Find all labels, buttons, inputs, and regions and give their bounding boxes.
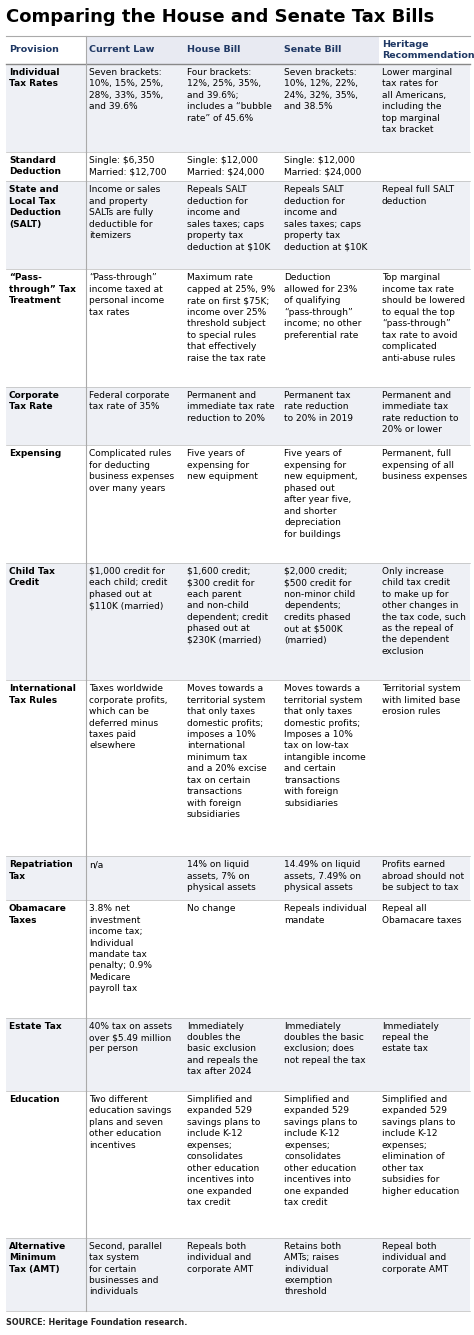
Text: No change: No change — [187, 904, 235, 913]
Text: Repeals SALT
deduction for
income and
sales taxes; caps
property tax
deduction a: Repeals SALT deduction for income and sa… — [187, 186, 270, 251]
Text: Territorial system
with limited base
erosion rules: Territorial system with limited base ero… — [382, 684, 460, 716]
Text: Retains both
AMTs; raises
individual
exemption
threshold: Retains both AMTs; raises individual exe… — [284, 1242, 341, 1296]
Text: Immediately
doubles the
basic exclusion
and repeals the
tax after 2024: Immediately doubles the basic exclusion … — [187, 1021, 258, 1076]
Bar — [6, 64, 470, 152]
Text: Second, parallel
tax system
for certain
businesses and
individuals: Second, parallel tax system for certain … — [89, 1242, 162, 1296]
Text: Education: Education — [9, 1095, 60, 1104]
Bar — [86, 36, 184, 64]
Text: Repeals both
individual and
corporate AMT: Repeals both individual and corporate AM… — [187, 1242, 253, 1274]
Bar — [6, 563, 470, 680]
Text: Moves towards a
territorial system
that only taxes
domestic profits;
imposes a 1: Moves towards a territorial system that … — [187, 684, 266, 820]
Text: State and
Local Tax
Deduction
(SALT): State and Local Tax Deduction (SALT) — [9, 186, 61, 228]
Text: Immediately
repeal the
estate tax: Immediately repeal the estate tax — [382, 1021, 439, 1053]
Text: SOURCE: Heritage Foundation research.: SOURCE: Heritage Foundation research. — [6, 1318, 187, 1327]
Text: $2,000 credit;
$500 credit for
non-minor child
dependents;
credits phased
out at: $2,000 credit; $500 credit for non-minor… — [284, 567, 356, 645]
Text: Single: $12,000
Married: $24,000: Single: $12,000 Married: $24,000 — [284, 156, 362, 176]
Bar — [6, 1091, 470, 1238]
Text: Deduction
allowed for 23%
of qualifying
“pass-through”
income; no other
preferen: Deduction allowed for 23% of qualifying … — [284, 274, 362, 339]
Text: Alternative
Minimum
Tax (AMT): Alternative Minimum Tax (AMT) — [9, 1242, 66, 1274]
Text: Five years of
expensing for
new equipment,
phased out
after year five,
and short: Five years of expensing for new equipmen… — [284, 450, 358, 538]
Text: Permanent, full
expensing of all
business expenses: Permanent, full expensing of all busines… — [382, 450, 467, 482]
Text: Individual
Tax Rates: Individual Tax Rates — [9, 68, 60, 88]
Text: 40% tax on assets
over $5.49 million
per person: 40% tax on assets over $5.49 million per… — [89, 1021, 172, 1053]
Text: Permanent and
immediate tax rate
reduction to 20%: Permanent and immediate tax rate reducti… — [187, 391, 274, 423]
Text: Moves towards a
territorial system
that only taxes
domestic profits;
Imposes a 1: Moves towards a territorial system that … — [284, 684, 366, 808]
Text: Expensing: Expensing — [9, 450, 61, 458]
Bar — [6, 182, 470, 270]
Text: Simplified and
expanded 529
savings plans to
include K-12
expenses;
consolidates: Simplified and expanded 529 savings plan… — [284, 1095, 358, 1207]
Bar — [184, 36, 281, 64]
Bar — [281, 36, 379, 64]
Text: Four brackets:
12%, 25%, 35%,
and 39.6%;
includes a “bubble
rate” of 45.6%: Four brackets: 12%, 25%, 35%, and 39.6%;… — [187, 68, 272, 123]
Text: Repatriation
Tax: Repatriation Tax — [9, 860, 73, 881]
Text: International
Tax Rules: International Tax Rules — [9, 684, 76, 705]
Text: Single: $6,350
Married: $12,700: Single: $6,350 Married: $12,700 — [89, 156, 167, 176]
Text: Obamacare
Taxes: Obamacare Taxes — [9, 904, 67, 925]
Text: Repeal all
Obamacare taxes: Repeal all Obamacare taxes — [382, 904, 461, 925]
Text: Seven brackets:
10%, 12%, 22%,
24%, 32%, 35%,
and 38.5%: Seven brackets: 10%, 12%, 22%, 24%, 32%,… — [284, 68, 358, 111]
Text: Top marginal
income tax rate
should be lowered
to equal the top
“pass-through”
t: Top marginal income tax rate should be l… — [382, 274, 465, 363]
Bar — [6, 900, 470, 1017]
Text: Seven brackets:
10%, 15%, 25%,
28%, 33%, 35%,
and 39.6%: Seven brackets: 10%, 15%, 25%, 28%, 33%,… — [89, 68, 164, 111]
Text: 14% on liquid
assets, 7% on
physical assets: 14% on liquid assets, 7% on physical ass… — [187, 860, 255, 892]
Bar — [6, 680, 470, 856]
Text: Repeal full SALT
deduction: Repeal full SALT deduction — [382, 186, 454, 206]
Text: Federal corporate
tax rate of 35%: Federal corporate tax rate of 35% — [89, 391, 170, 411]
Text: Only increase
child tax credit
to make up for
other changes in
the tax code, suc: Only increase child tax credit to make u… — [382, 567, 466, 655]
Text: House Bill: House Bill — [187, 45, 240, 55]
Text: Profits earned
abroad should not
be subject to tax: Profits earned abroad should not be subj… — [382, 860, 464, 892]
Text: Comparing the House and Senate Tax Bills: Comparing the House and Senate Tax Bills — [6, 8, 434, 25]
Bar — [6, 270, 470, 387]
Text: “Pass-
through” Tax
Treatment: “Pass- through” Tax Treatment — [9, 274, 76, 306]
Text: Estate Tax: Estate Tax — [9, 1021, 62, 1031]
Text: Repeals SALT
deduction for
income and
sales taxes; caps
property tax
deduction a: Repeals SALT deduction for income and sa… — [284, 186, 368, 251]
Bar — [6, 1238, 470, 1311]
Text: Provision: Provision — [9, 45, 59, 55]
Text: Child Tax
Credit: Child Tax Credit — [9, 567, 55, 587]
Text: 3.8% net
investment
income tax;
Individual
mandate tax
penalty; 0.9%
Medicare
pa: 3.8% net investment income tax; Individu… — [89, 904, 152, 993]
Text: Repeals individual
mandate: Repeals individual mandate — [284, 904, 367, 925]
Text: $1,000 credit for
each child; credit
phased out at
$110K (married): $1,000 credit for each child; credit pha… — [89, 567, 168, 610]
Text: n/a: n/a — [89, 860, 103, 869]
Text: Income or sales
and property
SALTs are fully
deductible for
itemizers: Income or sales and property SALTs are f… — [89, 186, 161, 240]
Bar — [6, 152, 470, 182]
Text: Complicated rules
for deducting
business expenses
over many years: Complicated rules for deducting business… — [89, 450, 174, 493]
Text: Maximum rate
capped at 25%, 9%
rate on first $75K;
income over 25%
threshold sub: Maximum rate capped at 25%, 9% rate on f… — [187, 274, 275, 363]
Bar — [6, 446, 470, 563]
Text: Single: $12,000
Married: $24,000: Single: $12,000 Married: $24,000 — [187, 156, 264, 176]
Text: Simplified and
expanded 529
savings plans to
include K-12
expenses;
consolidates: Simplified and expanded 529 savings plan… — [187, 1095, 260, 1207]
Bar — [6, 1017, 470, 1091]
Text: Permanent and
immediate tax
rate reduction to
20% or lower: Permanent and immediate tax rate reducti… — [382, 391, 458, 434]
Text: Lower marginal
tax rates for
all Americans,
including the
top marginal
tax brack: Lower marginal tax rates for all America… — [382, 68, 452, 135]
Text: Heritage
Recommendation: Heritage Recommendation — [382, 40, 474, 60]
Text: Two different
education savings
plans and seven
other education
incentives: Two different education savings plans an… — [89, 1095, 172, 1149]
Text: Taxes worldwide
corporate profits,
which can be
deferred minus
taxes paid
elsewh: Taxes worldwide corporate profits, which… — [89, 684, 168, 750]
Bar — [6, 856, 470, 900]
Text: Permanent tax
rate reduction
to 20% in 2019: Permanent tax rate reduction to 20% in 2… — [284, 391, 353, 423]
Text: Five years of
expensing for
new equipment: Five years of expensing for new equipmen… — [187, 450, 258, 482]
Text: Simplified and
expanded 529
savings plans to
include K-12
expenses;
elimination : Simplified and expanded 529 savings plan… — [382, 1095, 459, 1196]
Text: $1,600 credit;
$300 credit for
each parent
and non-child
dependent; credit
phase: $1,600 credit; $300 credit for each pare… — [187, 567, 268, 645]
Text: 14.49% on liquid
assets, 7.49% on
physical assets: 14.49% on liquid assets, 7.49% on physic… — [284, 860, 361, 892]
Text: Corporate
Tax Rate: Corporate Tax Rate — [9, 391, 60, 411]
Text: Standard
Deduction: Standard Deduction — [9, 156, 61, 176]
Text: Immediately
doubles the basic
exclusion; does
not repeal the tax: Immediately doubles the basic exclusion;… — [284, 1021, 366, 1065]
Bar — [6, 387, 470, 446]
Text: Repeal both
individual and
corporate AMT: Repeal both individual and corporate AMT — [382, 1242, 448, 1274]
Text: Current Law: Current Law — [89, 45, 155, 55]
Text: Senate Bill: Senate Bill — [284, 45, 342, 55]
Text: “Pass-through”
income taxed at
personal income
tax rates: “Pass-through” income taxed at personal … — [89, 274, 164, 316]
